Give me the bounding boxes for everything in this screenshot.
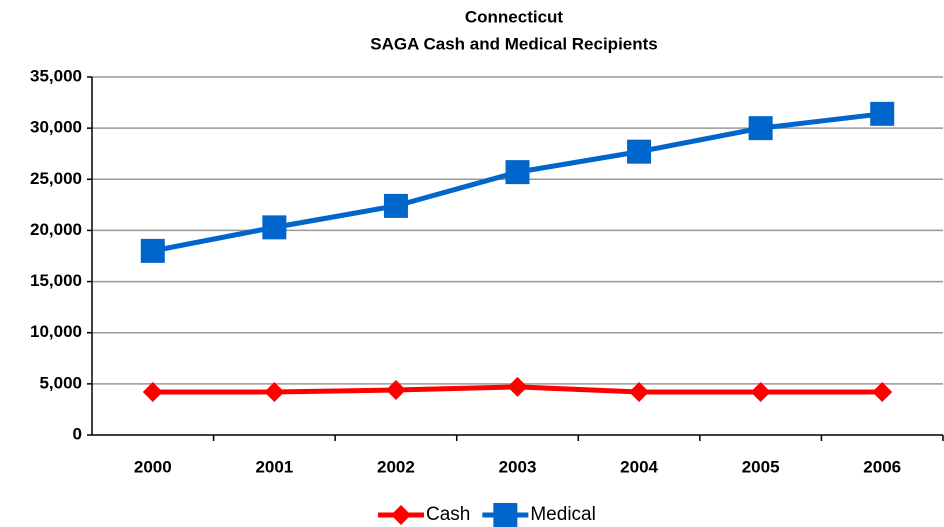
data-point: [750, 382, 771, 403]
chart-subtitle: SAGA Cash and Medical Recipients: [370, 34, 658, 53]
x-tick-label: 2006: [863, 457, 901, 476]
x-tick-label: 2003: [499, 457, 537, 476]
data-point: [505, 160, 530, 185]
legend-label: Medical: [530, 504, 595, 525]
data-point: [748, 116, 773, 141]
data-point: [264, 382, 285, 403]
x-tick-label: 2001: [255, 457, 293, 476]
data-point: [142, 382, 163, 403]
data-point: [507, 376, 528, 397]
x-tick-label: 2002: [377, 457, 415, 476]
legend-marker: [493, 503, 518, 527]
y-tick-label: 25,000: [30, 169, 82, 188]
x-tick-label: 2004: [620, 457, 658, 476]
data-point: [629, 382, 650, 403]
y-tick-label: 0: [73, 424, 82, 443]
data-point: [140, 238, 165, 263]
chart-title: Connecticut: [465, 7, 564, 26]
data-point: [872, 382, 893, 403]
legend-label: Cash: [426, 504, 470, 525]
y-tick-label: 30,000: [30, 118, 82, 137]
y-tick-label: 10,000: [30, 322, 82, 341]
legend-marker: [391, 505, 411, 525]
y-tick-label: 35,000: [30, 66, 82, 85]
y-tick-label: 5,000: [39, 373, 82, 392]
data-point: [262, 215, 287, 240]
x-tick-label: 2005: [742, 457, 780, 476]
x-tick-label: 2000: [134, 457, 172, 476]
data-point: [385, 379, 406, 400]
y-tick-label: 20,000: [30, 220, 82, 239]
data-point: [627, 139, 652, 164]
y-tick-label: 15,000: [30, 271, 82, 290]
data-point: [383, 193, 408, 218]
data-point: [870, 101, 895, 126]
